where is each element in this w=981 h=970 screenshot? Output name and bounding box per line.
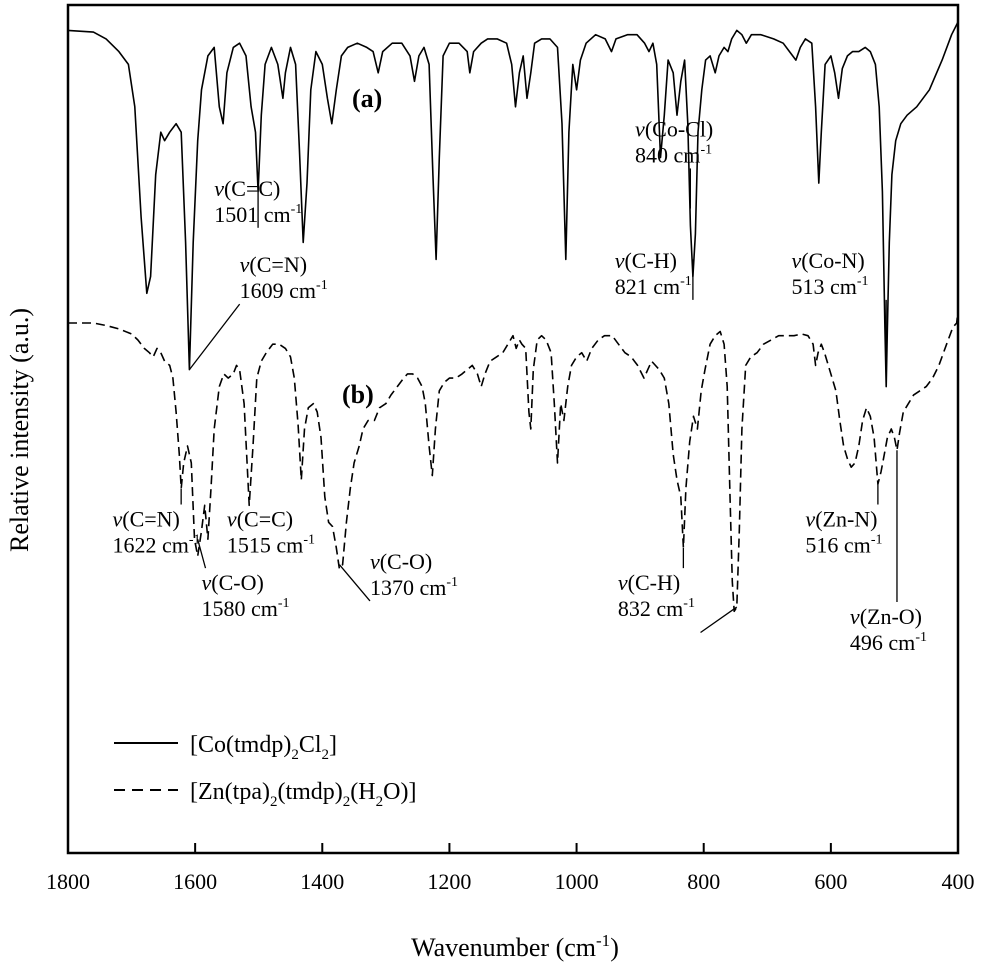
annotation-b7: ν(Zn-O)496 cm-1	[850, 450, 927, 655]
annotation-value-a3: 840 cm-1	[635, 142, 712, 167]
annotation-mode-a2: ν(C=N)	[240, 252, 307, 277]
annotation-mode-b2: ν(C=C)	[227, 507, 293, 532]
annotation-value-b4: 1370 cm-1	[370, 575, 458, 600]
annotation-value-b5: 832 cm-1	[618, 596, 695, 621]
annotation-value-a2: 1609 cm-1	[240, 278, 328, 303]
x-axis-ticks: 1800 1600 1400 1200 1000 800 600 400	[46, 843, 975, 894]
annotation-b3: ν(C-O)1580 cm-1	[197, 539, 290, 621]
annotation-a4: ν(C-H)821 cm-1	[615, 248, 694, 300]
annotation-value-b2: 1515 cm-1	[227, 533, 315, 558]
annotation-b2: ν(C=C)1515 cm-1	[227, 504, 315, 558]
legend: [Co(tmdp)2Cl2] [Zn(tpa)2(tmdp)2(H2O)]	[114, 732, 416, 810]
annotation-leader-b4	[338, 564, 371, 602]
legend-entry-co: [Co(tmdp)2Cl2]	[190, 732, 337, 763]
panel-label-a: (a)	[352, 84, 382, 113]
annotation-leader-a2	[188, 303, 241, 371]
annotation-value-a1: 1501 cm-1	[214, 202, 302, 227]
x-tick-label-400: 400	[942, 869, 975, 894]
panel-label-b: (b)	[342, 380, 374, 409]
x-tick-label-1200: 1200	[427, 869, 471, 894]
annotation-b4: ν(C-O)1370 cm-1	[338, 549, 458, 602]
annotation-layer: ν(C=C)1501 cm-1ν(C=N)1609 cm-1ν(Co-Cl)84…	[113, 116, 927, 655]
annotation-value-b3: 1580 cm-1	[202, 596, 290, 621]
annotation-mode-b6: ν(Zn-N)	[805, 507, 877, 532]
annotation-a1: ν(C=C)1501 cm-1	[214, 176, 302, 228]
series-line-dashed	[68, 310, 959, 613]
annotation-mode-b1: ν(C=N)	[113, 507, 180, 532]
x-tick-label-1000: 1000	[555, 869, 599, 894]
annotation-value-a4: 821 cm-1	[615, 274, 692, 299]
x-tick-label-1600: 1600	[173, 869, 217, 894]
y-axis-label: Relative intensity (a.u.)	[5, 308, 34, 552]
annotation-a5: ν(Co-N)513 cm-1	[791, 248, 887, 379]
extra-leader-0	[700, 606, 738, 634]
x-tick-label-800: 800	[687, 869, 720, 894]
annotation-a3: ν(Co-Cl)840 cm-1	[635, 116, 713, 209]
annotation-b5: ν(C-H)832 cm-1	[618, 547, 695, 621]
x-tick-label-1400: 1400	[300, 869, 344, 894]
annotation-leader-b3	[197, 539, 207, 569]
annotation-mode-a1: ν(C=C)	[214, 176, 280, 201]
annotation-value-b7: 496 cm-1	[850, 630, 927, 655]
series-layer	[67, 21, 959, 613]
annotation-value-a5: 513 cm-1	[791, 274, 868, 299]
annotation-mode-b7: ν(Zn-O)	[850, 604, 922, 629]
annotation-mode-a3: ν(Co-Cl)	[635, 116, 713, 141]
annotation-b6: ν(Zn-N)516 cm-1	[805, 484, 882, 558]
annotation-value-b6: 516 cm-1	[805, 533, 882, 558]
annotation-mode-b3: ν(C-O)	[202, 570, 264, 595]
annotation-value-b1: 1622 cm-1	[113, 533, 201, 558]
annotation-mode-b5: ν(C-H)	[618, 570, 680, 595]
annotation-mode-b4: ν(C-O)	[370, 549, 432, 574]
annotation-mode-a4: ν(C-H)	[615, 248, 677, 273]
annotation-mode-a5: ν(Co-N)	[791, 248, 864, 273]
series-line-solid	[67, 21, 959, 388]
legend-entry-zn: [Zn(tpa)2(tmdp)2(H2O)]	[190, 779, 416, 810]
annotation-a2: ν(C=N)1609 cm-1	[188, 252, 328, 371]
plot-frame	[66, 3, 960, 855]
x-axis-label: Wavenumber (cm-1)	[411, 931, 619, 962]
x-tick-label-600: 600	[814, 869, 847, 894]
x-tick-label-1800: 1800	[46, 869, 90, 894]
annotation-b1: ν(C=N)1622 cm-1	[113, 488, 201, 558]
